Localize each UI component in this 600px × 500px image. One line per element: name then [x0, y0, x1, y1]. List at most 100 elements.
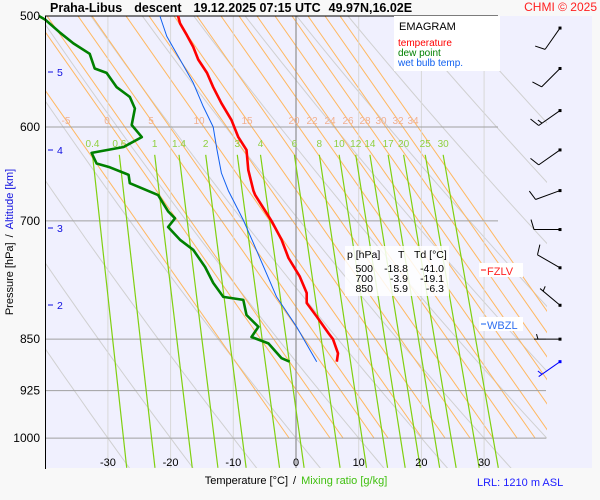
copyright: CHMI © 2025: [524, 0, 597, 14]
wind-barb: [530, 148, 562, 166]
wind-barb-staff: [538, 110, 561, 126]
profiles: [38, 14, 340, 363]
y-tick-label: 500: [20, 9, 40, 23]
chart-title: Praha-Libus descent 19.12.2025 07:15 UTC 49…: [50, 1, 412, 15]
mixing-ratio-label: 1: [152, 139, 158, 150]
x-tick-label: 0: [293, 457, 299, 469]
moist-adiabat-label: 32: [392, 116, 404, 127]
fzlv-label: FZLV: [487, 266, 514, 278]
mixing-ratio-line: [369, 154, 421, 468]
plot-area: [45, 16, 592, 468]
moist-adiabat: [220, 16, 518, 439]
mixing-ratio-line: [154, 154, 193, 468]
moist-adiabat-label: 24: [324, 116, 336, 127]
moist-adiabat: [339, 16, 547, 312]
table-row: 850 5.9 -6.3: [355, 283, 444, 295]
moist-adiabat-label: -5: [62, 116, 71, 127]
wbzl-marker: WBZL: [479, 317, 523, 332]
mixing-ratio-label: 2: [203, 139, 209, 150]
wind-barb-staff: [538, 149, 561, 166]
moist-adiabat: [148, 16, 446, 439]
moist-adiabat: [196, 16, 494, 439]
moist-adiabat-label: 30: [375, 116, 387, 127]
moist-adiabat-label: 20: [288, 116, 300, 127]
mixing-ratio-line: [205, 154, 247, 468]
table-cell: 700: [355, 273, 373, 285]
dry-adiabat: [45, 179, 258, 468]
x-tick-label: 30: [478, 457, 490, 469]
table-cell: -18.8: [384, 263, 408, 275]
moist-adiabat: [45, 30, 331, 439]
mixing-ratio-label: 17: [383, 139, 395, 150]
legend-dew-point: dew point: [398, 48, 441, 59]
table-cell: -3.9: [390, 273, 408, 285]
y-tick-label: 1000: [13, 431, 40, 445]
moist-adiabat: [77, 16, 375, 439]
dry-adiabat: [295, 16, 547, 308]
wind-barb: [532, 66, 562, 88]
mixing-ratio-line: [259, 154, 305, 468]
y-tick-label: 925: [20, 384, 40, 398]
moist-adiabat: [91, 16, 389, 439]
altitude-tick-label: 4: [57, 145, 63, 157]
wind-barb-staff: [544, 27, 561, 50]
moist-adiabat-label: 28: [359, 116, 371, 127]
wind-barb-half-feather: [537, 119, 543, 124]
table-cell: 850: [355, 283, 373, 295]
x-tick-label: -20: [163, 457, 179, 469]
wind-barb-staff: [537, 254, 561, 269]
moist-adiabat-label: 15: [241, 116, 253, 127]
mixing-ratio-line: [424, 154, 480, 468]
wind-barb-staff: [539, 288, 561, 306]
mixing-ratio-line: [338, 154, 389, 468]
fzlv-marker: FZLV: [479, 263, 523, 278]
table-row: 500 -18.8 -41.0: [355, 263, 444, 275]
mixing-ratio-line: [403, 154, 457, 468]
mixing-ratio-label: 30: [438, 139, 450, 150]
wind-barb: [530, 109, 562, 126]
wind-barb-feather: [530, 118, 540, 126]
dry-adiabat: [90, 16, 449, 468]
mixing-ratio-line: [318, 154, 368, 468]
wind-barb: [530, 219, 562, 232]
wind-barb: [537, 360, 562, 377]
wind-barb-station-dot: [558, 360, 562, 364]
wind-barb-feather: [528, 190, 536, 200]
x-tick-label: 10: [353, 457, 365, 469]
legend-temperature: temperature: [398, 38, 452, 49]
x-tick-label: -30: [100, 457, 116, 469]
wind-barb-feather: [530, 219, 535, 230]
lrl-label: LRL: 1210 m ASL: [477, 477, 563, 489]
wind-barb-half-feather: [536, 334, 539, 340]
moist-adiabat: [274, 16, 547, 405]
table-row: 700 -3.9 -19.1: [355, 273, 444, 285]
altitude-tick-label: 2: [57, 300, 63, 312]
wind-barb-station-dot: [558, 109, 562, 113]
altitude-tick-label: 3: [57, 223, 63, 235]
moist-adiabat: [45, 89, 290, 439]
mixing-ratio-line: [236, 154, 281, 468]
dry-adiabat: [244, 16, 547, 373]
moist-adiabat: [324, 16, 547, 334]
mixing-ratio-label: 20: [398, 139, 410, 150]
y-tick-label: 700: [20, 214, 40, 228]
wet-bulb-temp-line: [159, 15, 318, 362]
dew-point-line: [38, 14, 291, 363]
temperature-line: [176, 15, 340, 362]
dry-adiabat: [45, 99, 321, 468]
mixing-ratio-line: [293, 154, 341, 468]
mixing-ratio-line: [387, 154, 441, 468]
moist-adiabat-label: 26: [342, 116, 354, 127]
mixing-ratio-label: 12: [350, 139, 362, 150]
y-tick-label: 600: [20, 120, 40, 134]
wind-barb-feather: [535, 45, 546, 50]
mixing-ratio-label: 25: [420, 139, 432, 150]
wind-barb-station-dot: [558, 148, 562, 152]
wind-barb: [536, 244, 562, 270]
wind-barb: [528, 189, 562, 200]
wind-barb-staff: [541, 68, 561, 88]
mixing-ratio-label: 6: [292, 139, 298, 150]
table-cell: -19.1: [420, 273, 444, 285]
